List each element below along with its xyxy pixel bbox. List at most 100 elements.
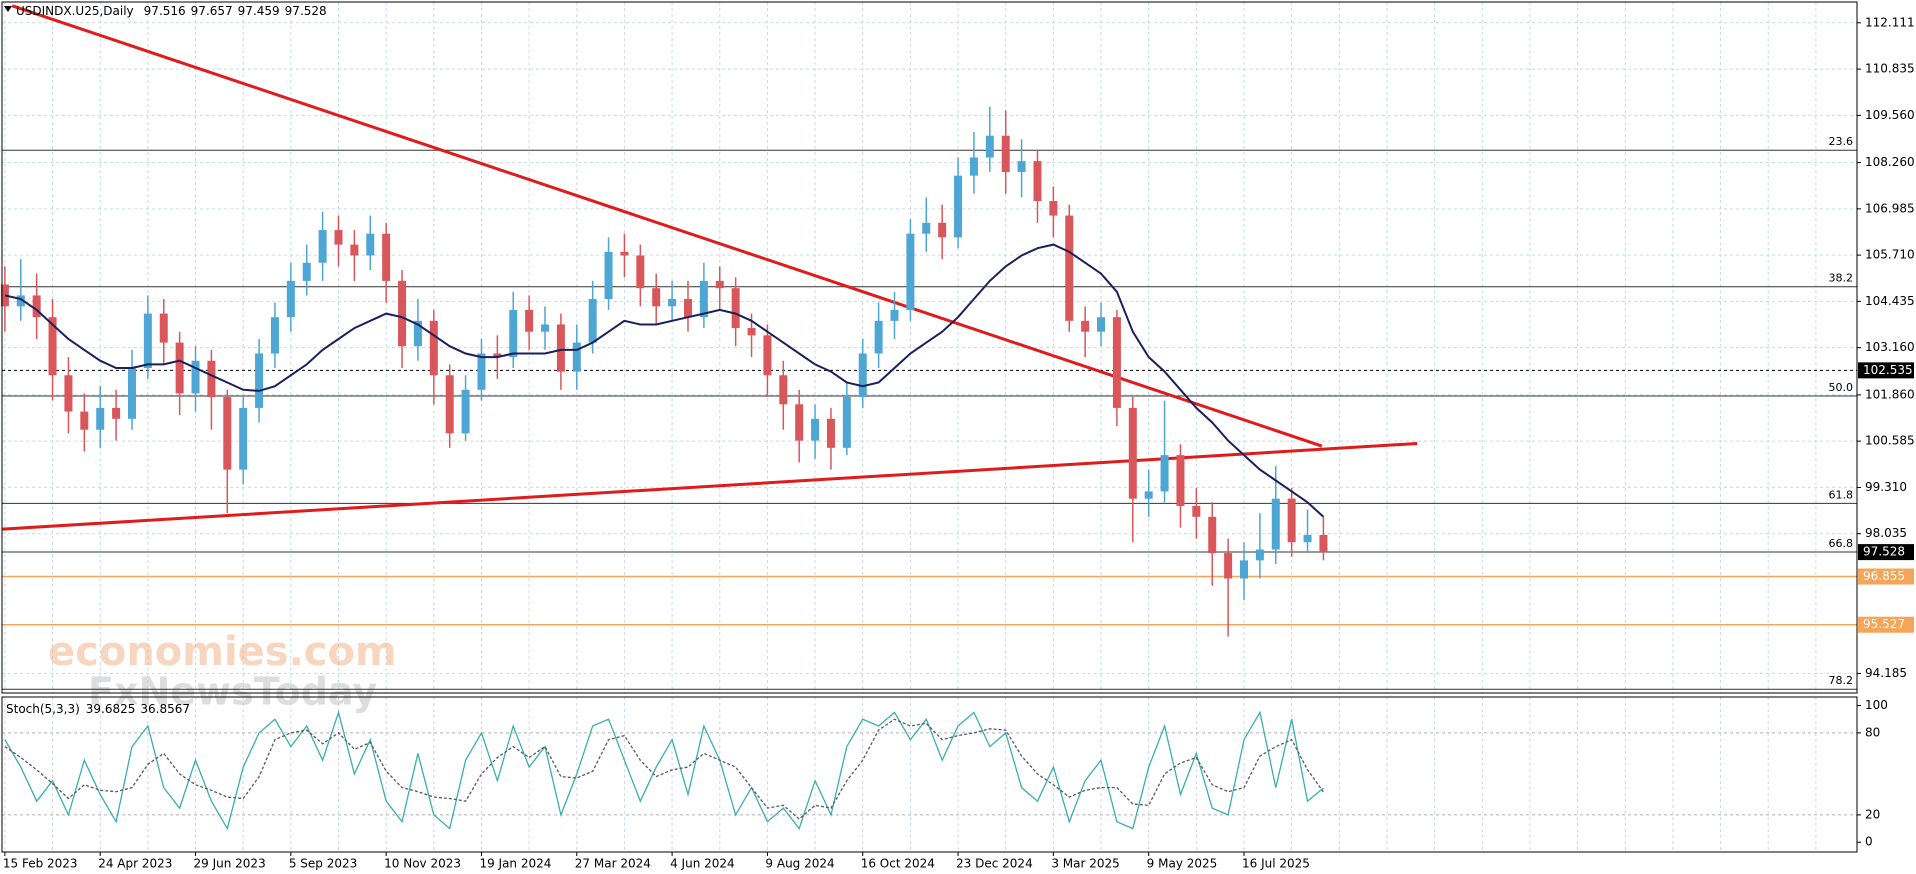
x-tick-label: 10 Nov 2023 xyxy=(384,857,461,871)
candle-body xyxy=(842,397,851,448)
menu-triangle xyxy=(4,6,12,12)
candle-body xyxy=(683,299,692,318)
indicator-value: 36.8567 xyxy=(140,702,190,716)
candle-body xyxy=(398,280,407,347)
candle-body xyxy=(477,353,486,390)
candle-body xyxy=(32,295,41,318)
watermark: economies.com xyxy=(48,629,397,675)
chart-title: USDINDX.U25,Daily 97.516 97.657 97.459 97.52… xyxy=(16,4,327,18)
fib-label: 66.8 xyxy=(1829,537,1854,550)
candle-body xyxy=(731,288,740,329)
x-tick-label: 4 Jun 2024 xyxy=(670,857,735,871)
candle-body xyxy=(1255,549,1264,561)
candle-body xyxy=(954,175,963,238)
y-tick-label: 98.035 xyxy=(1865,526,1907,540)
candle-body xyxy=(763,335,772,376)
candle-body xyxy=(985,135,994,158)
price-tag xyxy=(1858,362,1914,379)
candle-body xyxy=(127,368,136,419)
candle-body xyxy=(811,418,820,441)
candle-body xyxy=(636,255,645,289)
candle-body xyxy=(302,262,311,281)
ohlc-value: 97.528 xyxy=(285,4,327,18)
candle-body xyxy=(270,317,279,354)
plot-frame xyxy=(1,696,1858,853)
candle-body xyxy=(1144,491,1153,499)
x-tick-label: 19 Jan 2024 xyxy=(479,857,551,871)
fib-label: 23.6 xyxy=(1829,135,1854,148)
candle-body xyxy=(969,157,978,176)
price-tag-label: 97.528 xyxy=(1863,545,1905,559)
candle-body xyxy=(525,309,534,332)
x-tick-label: 16 Oct 2024 xyxy=(861,857,935,871)
x-tick-label: 29 Jun 2023 xyxy=(194,857,266,871)
x-tick-label: 15 Feb 2023 xyxy=(3,857,78,871)
price-tag xyxy=(1858,568,1914,585)
candle-body xyxy=(1239,560,1248,579)
y-tick-label: 103.160 xyxy=(1865,340,1915,354)
ohlc-value: 97.657 xyxy=(191,4,233,18)
watermark: FxNewsToday xyxy=(88,670,377,714)
candle-body xyxy=(1081,320,1090,332)
candle-body xyxy=(112,407,121,419)
candle-body xyxy=(1192,505,1201,517)
y-tick-label: 112.111 xyxy=(1865,15,1915,29)
candle-body xyxy=(1112,317,1121,408)
candle-body xyxy=(620,251,629,256)
candle-body xyxy=(1097,317,1106,332)
candle-body xyxy=(826,418,835,448)
y-tick-label: 94.185 xyxy=(1865,666,1907,680)
candle-body xyxy=(191,360,200,394)
candle-body xyxy=(175,342,184,394)
title-symbol: USDINDX.U25,Daily xyxy=(16,4,134,18)
candle-body xyxy=(556,324,565,372)
candle-body xyxy=(143,313,152,369)
trendline xyxy=(11,4,1323,448)
candle-body xyxy=(159,313,168,343)
y-tick-label: 104.435 xyxy=(1865,294,1915,308)
candle-body xyxy=(779,375,788,405)
x-tick-label: 5 Sep 2023 xyxy=(289,857,357,871)
x-tick-label: 16 Jul 2025 xyxy=(1242,857,1310,871)
candle-body xyxy=(588,299,597,343)
candle-body xyxy=(652,288,661,307)
candle-body xyxy=(668,299,677,307)
x-tick-label: 23 Dec 2024 xyxy=(956,857,1033,871)
candle-body xyxy=(1017,161,1026,173)
candle-body xyxy=(0,284,9,307)
candle-body xyxy=(334,230,343,245)
y-tick-label: 80 xyxy=(1865,725,1880,739)
candle-body xyxy=(922,222,931,234)
ohlc-value: 97.459 xyxy=(238,4,280,18)
candle-body xyxy=(890,309,899,321)
x-tick-label: 24 Apr 2023 xyxy=(98,857,172,871)
price-tag-label: 95.527 xyxy=(1863,617,1905,631)
candle-body xyxy=(541,324,550,332)
candle-body xyxy=(286,280,295,318)
price-tag-label: 102.535 xyxy=(1863,363,1913,377)
fib-label: 50.0 xyxy=(1829,381,1854,394)
candle-body xyxy=(699,280,708,318)
candle-body xyxy=(1065,215,1074,321)
x-tick-label: 9 May 2025 xyxy=(1147,857,1218,871)
fib-label: 61.8 xyxy=(1829,488,1854,501)
candle-body xyxy=(461,389,470,434)
candle-body xyxy=(493,353,502,358)
moving-average xyxy=(4,243,1325,518)
y-tick-label: 105.710 xyxy=(1865,248,1915,262)
candle-body xyxy=(318,230,327,263)
candle-body xyxy=(1319,534,1328,553)
candle-body xyxy=(445,375,454,434)
price-tag-label: 96.855 xyxy=(1863,569,1905,583)
candle-body xyxy=(96,407,105,430)
candle-body xyxy=(255,353,264,408)
candle-body xyxy=(1160,455,1169,492)
y-tick-label: 109.560 xyxy=(1865,108,1915,122)
price-tag xyxy=(1858,544,1914,561)
candle-body xyxy=(413,320,422,347)
stoch-line xyxy=(4,710,1324,831)
stoch-line xyxy=(4,718,1324,820)
candle-body xyxy=(795,404,804,441)
y-tick-label: 100 xyxy=(1865,698,1888,712)
